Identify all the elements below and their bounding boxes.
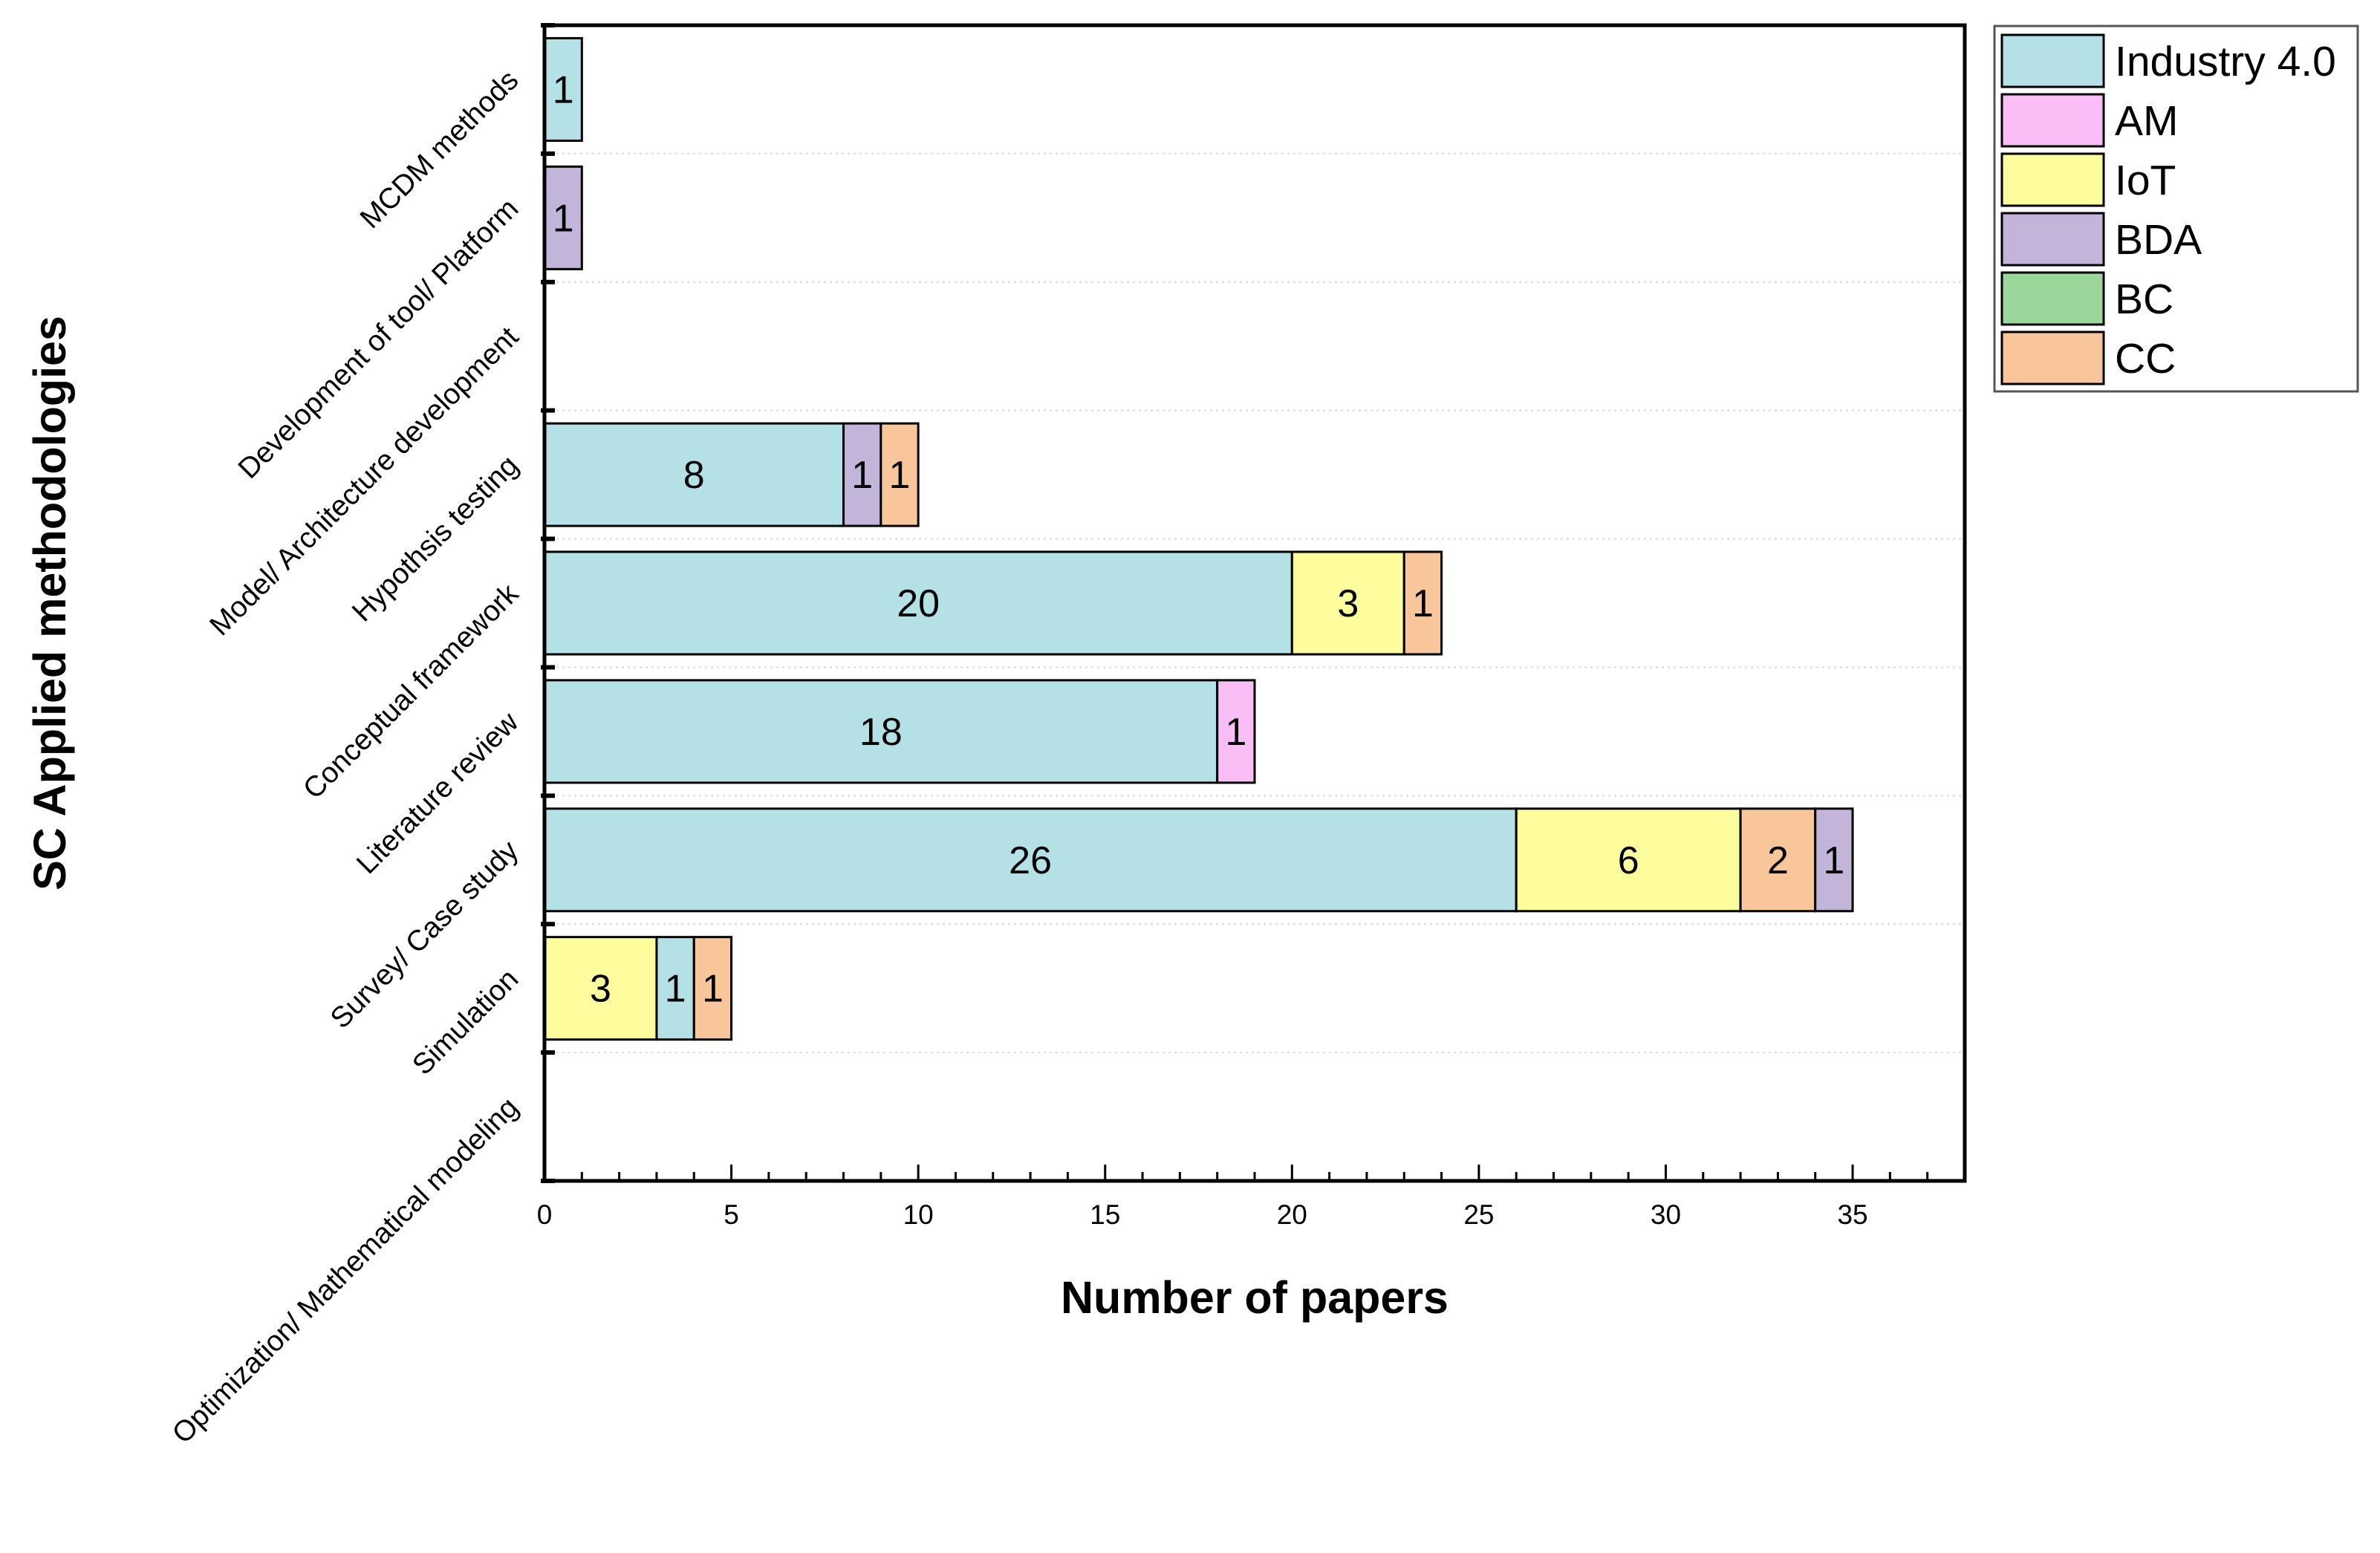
bar-segment: [692, 936, 733, 1041]
legend-swatch: [2000, 212, 2105, 267]
legend-item-label: Industry 4.0: [2115, 38, 2336, 85]
bar-segment: [655, 936, 695, 1041]
bar-value-label: 3: [1337, 582, 1359, 625]
bar-value-label: 20: [897, 582, 940, 625]
bar-value-label: 6: [1618, 839, 1639, 882]
x-tick-label: 15: [1090, 1199, 1120, 1230]
x-axis-title: Number of papers: [1061, 1272, 1449, 1323]
y-category-label: Simulation: [406, 963, 524, 1081]
grid-lines: [544, 152, 1965, 1054]
y-category-label: Conceptual framework: [297, 578, 525, 806]
legend-item-label: CC: [2115, 335, 2176, 382]
x-tick-label: 30: [1651, 1199, 1681, 1230]
legend-swatch: [2000, 152, 2105, 207]
bar-value-label: 1: [665, 968, 686, 1011]
bar-segment: [543, 422, 845, 527]
bars: 118 1 120 3 118 126 6 2 13 1 1: [543, 36, 1854, 1041]
legend-swatch: [2000, 331, 2105, 385]
bar-segment: [1290, 550, 1405, 656]
legend-item-label: AM: [2115, 97, 2179, 145]
x-tick-label: 10: [903, 1199, 934, 1230]
bar-value-label: 1: [702, 968, 724, 1011]
legend-swatch: [2000, 33, 2105, 88]
bar-segment: [1216, 679, 1256, 784]
x-tick-label: 0: [537, 1199, 553, 1230]
bar-segment: [880, 422, 920, 527]
legend: Industry 4.0 AM IoT BDA BC CC: [1993, 25, 2359, 393]
bar-segment: [1739, 807, 1817, 913]
bar-segment: [1402, 550, 1443, 656]
legend-item-label: BDA: [2115, 216, 2202, 264]
bar-value-label: 3: [590, 968, 611, 1011]
bar-value-label: 8: [683, 454, 705, 497]
x-tick-label: 35: [1837, 1199, 1867, 1230]
bar-value-label: 2: [1767, 839, 1789, 882]
bar-value-label: 1: [889, 454, 911, 497]
bar-value-label: 1: [553, 68, 574, 111]
y-axis-title: SC Applied methodologies: [25, 316, 75, 891]
bar-segment: [842, 422, 882, 527]
bar-segment: [543, 679, 1219, 784]
bar-segment: [543, 550, 1293, 656]
bar-value-label: 1: [553, 197, 574, 240]
x-tick-label: 5: [724, 1199, 739, 1230]
legend-item-label: BC: [2115, 276, 2173, 323]
bar-segment: [1814, 807, 1854, 913]
bar-value-label: 1: [1412, 582, 1434, 625]
legend-box: [1993, 25, 2359, 393]
bar-segment: [543, 807, 1518, 913]
y-category-label: Optimization/ Mathematical modeling: [166, 1092, 525, 1451]
bar-segment: [543, 36, 583, 142]
bar-value-label: 1: [1225, 711, 1246, 754]
x-tick-label: 20: [1277, 1199, 1307, 1230]
bar-value-label: 18: [859, 711, 903, 754]
bar-segment: [543, 165, 583, 270]
legend-swatch: [2000, 93, 2105, 148]
bar-segment: [1515, 807, 1742, 913]
bar-value-label: 1: [1823, 839, 1844, 882]
x-tick-label: 25: [1463, 1199, 1494, 1230]
legend-swatch: [2000, 271, 2105, 326]
legend-item-label: IoT: [2115, 157, 2176, 204]
y-category-label: Development of tool/ Platform: [233, 192, 525, 485]
bar-value-label: 26: [1009, 839, 1052, 882]
x-axis: 0 5 10 15 20 25 30 35: [537, 1165, 1966, 1230]
bar-value-label: 1: [851, 454, 873, 497]
